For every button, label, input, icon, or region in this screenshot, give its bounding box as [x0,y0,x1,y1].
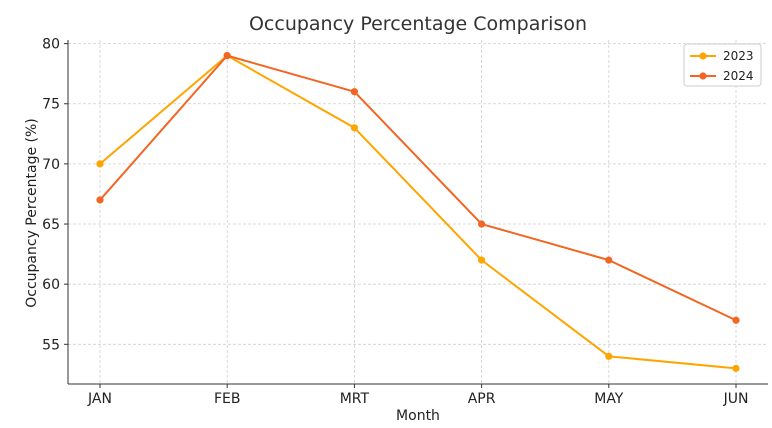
data-point-2023-apr [478,256,486,264]
legend-item-2024: 2024 [690,69,754,83]
data-point-2024-jan [96,196,104,204]
legend: 2023 2024 [683,43,762,87]
chart-title: Occupancy Percentage Comparison [249,13,587,35]
x-tick-label: MAY [594,391,624,407]
x-axis-label: Month [396,408,440,424]
x-tick-label: FEB [214,391,241,407]
data-point-2023-mrt [350,124,358,132]
grid [68,40,768,384]
legend-item-2023: 2023 [690,49,754,63]
series-line-2024 [99,54,737,322]
data-point-2024-apr [478,220,486,228]
x-tick-label: MRT [340,391,370,407]
y-tick-label: 65 [42,217,60,233]
tick-labels: JAN FEB MRT APR MAY JUN 55 60 65 70 75 80 [42,37,748,407]
data-point-2024-feb [223,52,231,60]
series-line-2023 [99,54,737,370]
data-point-2024-mrt [350,88,358,96]
data-point-2024-may [605,256,613,264]
series-group [96,52,740,372]
legend-marker [699,72,707,80]
y-tick-label: 70 [42,157,60,173]
legend-marker [699,52,707,60]
y-axis-label: Occupancy Percentage (%) [24,118,40,308]
legend-label: 2023 [723,49,754,63]
axes [67,40,768,385]
y-tick-label: 55 [42,337,60,353]
data-point-2024-jun [732,316,740,324]
x-tick-label: JUN [723,391,749,407]
x-tick-label: APR [468,391,496,407]
data-point-2023-may [605,352,613,360]
data-point-2023-jan [96,160,104,168]
legend-label: 2024 [723,69,754,83]
data-point-2023-jun [732,364,740,372]
series-2023 [96,52,740,372]
y-tick-label: 60 [42,277,60,293]
y-tick-label: 80 [42,37,60,53]
y-tick-label: 75 [42,97,60,113]
series-2024 [96,52,740,324]
x-tick-label: JAN [87,391,112,407]
